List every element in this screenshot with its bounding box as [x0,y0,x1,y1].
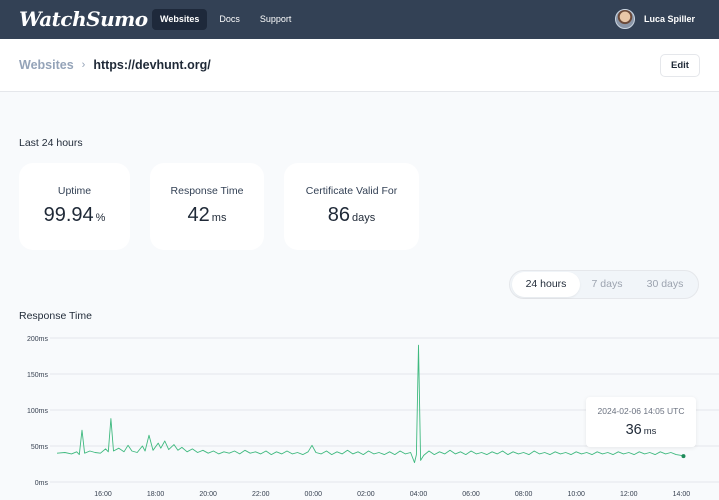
watchsumo-logo[interactable]: WatchSumo [19,7,148,31]
x-tick-label: 04:00 [410,491,428,498]
range-option-7-days[interactable]: 7 days [591,278,623,290]
certificate-title: Certificate Valid For [305,185,398,197]
user-menu[interactable]: Luca Spiller [614,9,695,29]
tooltip-unit: ms [643,426,657,437]
uptime-value: 99.94% [19,204,130,227]
x-tick-label: 10:00 [567,491,585,498]
response-time-title: Response Time [170,185,244,197]
x-tick-label: 16:00 [94,491,112,498]
breadcrumb-websites-link[interactable]: Websites [19,58,74,72]
range-option-24-hours[interactable]: 24 hours [512,272,580,297]
uptime-number: 99.94 [43,204,94,226]
chart-title: Response Time [19,310,92,322]
page-header: Websites › https://devhunt.org/ Edit [0,39,719,92]
summary-period-label: Last 24 hours [19,137,83,149]
certificate-card: Certificate Valid For 86 days [284,163,419,250]
x-tick-label: 20:00 [199,491,217,498]
uptime-title: Uptime [57,185,92,197]
response-time-card: Response Time 42 ms [150,163,264,250]
y-tick-label: 150ms [27,372,49,379]
response-time-number: 42 [187,204,210,226]
x-tick-label: 18:00 [147,491,165,498]
x-tick-label: 06:00 [462,491,480,498]
nav-item-docs[interactable]: Docs [219,14,240,24]
x-tick-label: 22:00 [252,491,270,498]
nav-item-websites[interactable]: Websites [152,9,208,30]
y-tick-label: 0ms [35,480,49,487]
x-tick-label: 14:00 [673,491,691,498]
time-range-toggle: 24 hours 7 days 30 days [509,270,699,299]
response-time-value: 42 ms [150,204,264,227]
certificate-unit: days [352,212,376,224]
x-tick-label: 02:00 [357,491,375,498]
chart-tooltip: 2024-02-06 14:05 UTC 36 ms [586,397,696,447]
y-tick-label: 50ms [31,444,49,451]
response-time-series-line [56,344,684,464]
edit-button[interactable]: Edit [660,54,700,77]
nav-item-support[interactable]: Support [259,14,292,24]
uptime-card: Uptime 99.94% [19,163,130,250]
uptime-unit: % [95,212,106,224]
y-tick-label: 200ms [27,336,49,343]
x-tick-label: 00:00 [305,491,323,498]
breadcrumb: Websites › https://devhunt.org/ [19,58,211,72]
user-avatar-icon[interactable] [614,9,635,29]
page-title: https://devhunt.org/ [93,58,211,72]
tooltip-time: 2024-02-06 14:05 UTC [597,406,685,416]
range-option-30-days[interactable]: 30 days [646,278,684,290]
response-time-unit: ms [211,212,227,224]
x-tick-label: 08:00 [515,491,533,498]
y-tick-label: 100ms [27,408,49,415]
highlight-point [681,454,686,459]
x-tick-label: 12:00 [620,491,638,498]
certificate-number: 86 [327,204,350,226]
tooltip-value: 36 ms [586,421,696,439]
main-nav: Websites Docs Support [152,9,299,30]
breadcrumb-separator-icon: › [81,59,86,71]
tooltip-number: 36 [625,422,642,438]
user-name[interactable]: Luca Spiller [643,14,695,24]
top-navbar: WatchSumo Websites Docs Support Luca Spi… [0,0,719,39]
certificate-value: 86 days [284,204,419,227]
